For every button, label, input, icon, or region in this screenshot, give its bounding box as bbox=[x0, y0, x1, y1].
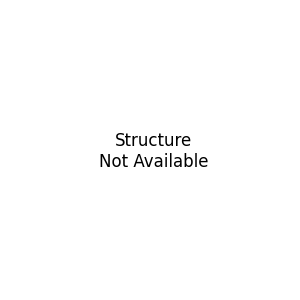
Text: Structure
Not Available: Structure Not Available bbox=[99, 132, 208, 171]
